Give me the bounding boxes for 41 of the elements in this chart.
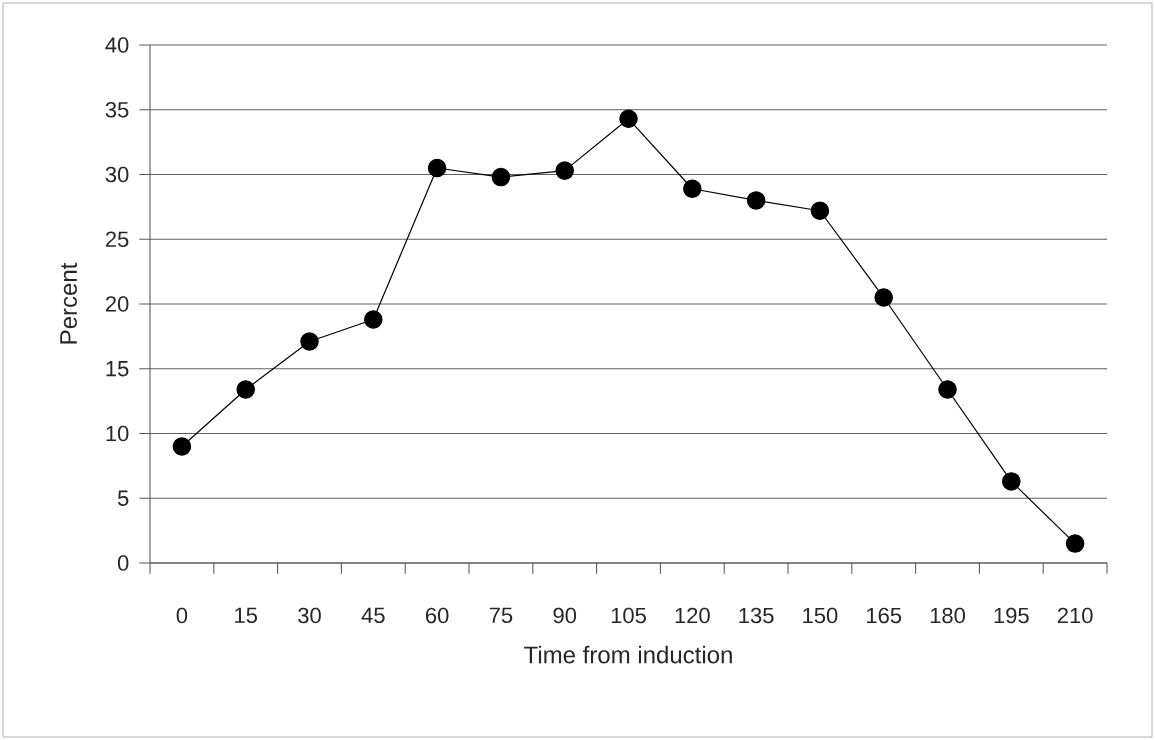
point [1065, 534, 1085, 553]
x-tick-label: 75 [489, 607, 513, 624]
y-tick-label: 20 [105, 296, 129, 312]
point [683, 179, 702, 199]
y-tick-label: 30 [105, 166, 129, 183]
point [491, 167, 511, 187]
x-tick-label: 60 [425, 607, 449, 624]
x-tick-label: 150 [803, 607, 838, 624]
x-tick-label: 30 [298, 607, 321, 624]
x-tick-label: 195 [994, 607, 1029, 624]
x-tick-label: 90 [553, 607, 577, 624]
point [427, 158, 447, 178]
x-tick-label: 120 [675, 607, 710, 624]
x-tick-label: 210 [1057, 607, 1093, 624]
point [300, 332, 319, 351]
y-axis-title: Percent [60, 262, 77, 344]
y-tick-label: 10 [106, 425, 129, 442]
x-tick-label: 45 [361, 607, 385, 624]
point [172, 437, 192, 456]
point [938, 380, 957, 399]
point [619, 109, 638, 129]
x-tick-label: 135 [739, 607, 774, 624]
y-tick-label: 35 [105, 101, 129, 118]
point [364, 310, 383, 329]
x-tick-label: 180 [930, 607, 965, 624]
y-tick-label: 5 [117, 490, 129, 506]
point [810, 201, 830, 221]
x-tick-label: 0 [176, 607, 188, 624]
y-tick-label: 0 [117, 555, 129, 571]
point [236, 380, 255, 399]
point [746, 191, 766, 210]
point [874, 288, 893, 307]
x-tick-label: 165 [867, 607, 902, 624]
point [1002, 472, 1021, 491]
x-tick-label: 15 [235, 607, 258, 624]
point [555, 161, 574, 180]
y-tick-label: 40 [105, 37, 129, 53]
y-tick-label: 15 [106, 361, 129, 377]
x-tick-label: 105 [611, 607, 646, 624]
y-tick-label: 25 [105, 231, 129, 248]
x-axis-title: Time from induction [524, 645, 732, 664]
